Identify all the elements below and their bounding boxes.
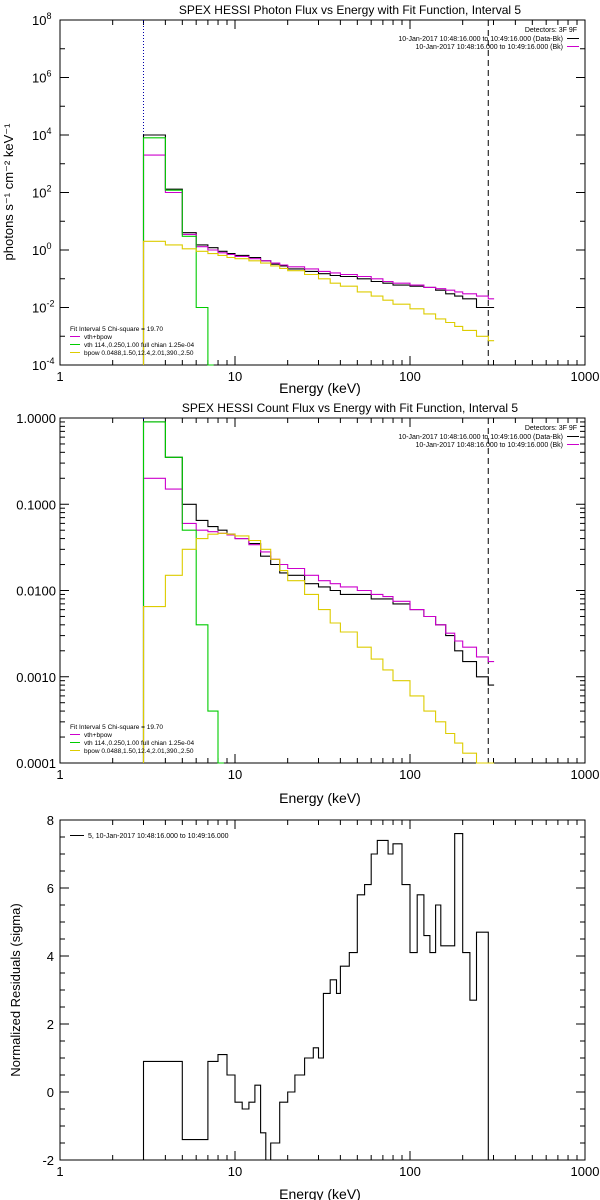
y-tick-label: 6 [47, 881, 54, 896]
legend-header: Detectors: 3F 9F [525, 27, 577, 34]
series-data-line [142, 833, 495, 1161]
panel-title: SPEX HESSI Photon Flux vs Energy with Fi… [179, 3, 521, 17]
series-vth-line [142, 137, 214, 366]
series-total-line [142, 477, 495, 763]
x-tick-label: 1000 [571, 1164, 600, 1179]
x-tick-label: 1 [56, 767, 63, 782]
x-tick-label: 100 [399, 1164, 421, 1179]
y-tick-label: -2 [42, 1153, 54, 1168]
x-tick-label: 10 [228, 1164, 242, 1179]
x-tick-label: 1000 [571, 369, 600, 384]
plot-area: 1 10 100 1000 10-4 10-2 100 102 104 106 108 Detecto… [32, 11, 599, 384]
plot-frame [59, 417, 586, 764]
x-tick-label: 1 [56, 1164, 63, 1179]
x-tick-label: 10 [228, 369, 242, 384]
legend-header: Fit Interval 5 Chi-square = 19.70 [70, 724, 163, 731]
x-axis-label: Energy (keV) [279, 790, 361, 806]
x-axis-label: Energy (keV) [279, 1186, 361, 1200]
series-bpow-line [142, 532, 495, 764]
y-axis-label: photons s⁻¹ cm⁻² keV⁻¹ [1, 123, 16, 261]
y-tick-label: 10-2 [32, 299, 54, 316]
x-tick-label: 1 [56, 369, 63, 384]
plot-frame [59, 819, 586, 1161]
plot-area: 1 10 100 1000 -2 0 2 4 6 8 5, 10-Jan-2017 10:48:16… [42, 813, 599, 1179]
legend-header: Detectors: 3F 9F [525, 425, 577, 432]
y-tick-label: 4 [47, 949, 54, 964]
legend-entry-label: 10-Jan-2017 10:48:16.000 to 10:49:16.000… [416, 44, 564, 51]
y-tick-label: 104 [32, 126, 51, 143]
series-bpow-line [142, 240, 495, 365]
legend-entry-label: bpow 0.0488,1.50,12.4,2.01,390.,2.50 [84, 350, 194, 357]
y-tick-label: 10-4 [32, 356, 54, 373]
y-tick-label: 0 [47, 1085, 54, 1100]
plot-area: 1 10 100 1000 0.0001 0.0010 0.0100 0.1000 1.0000… [16, 411, 599, 782]
legend-entry-label: 5, 10-Jan-2017 10:48:16.000 to 10:49:16.… [88, 833, 229, 840]
legend-header: Fit Interval 5 Chi-square = 19.70 [70, 326, 163, 333]
y-tick-label: 1.0000 [16, 411, 56, 426]
legend-entry-label: 10-Jan-2017 10:48:16.000 to 10:49:16.000… [398, 434, 563, 441]
legend-entry-label: vth+bpow [84, 334, 112, 341]
series-total-line [142, 154, 495, 365]
x-tick-label: 100 [399, 767, 421, 782]
x-tick-label: 1000 [571, 767, 600, 782]
photon-flux-panel: SPEX HESSI Photon Flux vs Energy with Fi… [1, 3, 599, 396]
legend-entry-label: vth 114.,0.250,1.00 full chian 1.25e-04 [84, 342, 194, 349]
y-tick-label: 102 [32, 184, 51, 201]
y-tick-label: 0.0010 [16, 670, 56, 685]
x-tick-label: 100 [399, 369, 421, 384]
legend-entry-label: bpow 0.0488,1.50,12.4,2.01,390.,2.50 [84, 748, 194, 755]
y-tick-label: 0.0001 [16, 756, 56, 771]
series-vth-line [142, 421, 224, 764]
panel-title: SPEX HESSI Count Flux vs Energy with Fit… [182, 401, 518, 415]
plot-frame [59, 19, 586, 366]
legend-entry-label: 10-Jan-2017 10:48:16.000 to 10:49:16.000… [416, 442, 564, 449]
residuals-panel: 1 10 100 1000 -2 0 2 4 6 8 5, 10-Jan-2017 10:48:16… [8, 813, 599, 1200]
y-tick-label: 106 [32, 69, 51, 86]
y-tick-label: 0.1000 [16, 497, 56, 512]
count-flux-panel: SPEX HESSI Count Flux vs Energy with Fit… [16, 401, 599, 806]
y-axis-label: Normalized Residuals (sigma) [8, 903, 23, 1076]
legend-entry-label: vth 114.,0.250,1.00 full chian 1.25e-04 [84, 740, 194, 747]
x-axis-label: Energy (keV) [279, 380, 361, 396]
legend-entry-label: vth+bpow [84, 732, 112, 739]
series-data-line [142, 134, 495, 365]
x-tick-label: 10 [228, 767, 242, 782]
legend-entry-label: 10-Jan-2017 10:48:16.000 to 10:49:16.000… [398, 36, 563, 43]
y-tick-label: 100 [32, 241, 51, 258]
y-tick-label: 2 [47, 1017, 54, 1032]
y-tick-label: 0.0100 [16, 584, 56, 599]
y-tick-label: 108 [32, 11, 51, 28]
y-tick-label: 8 [47, 813, 54, 828]
